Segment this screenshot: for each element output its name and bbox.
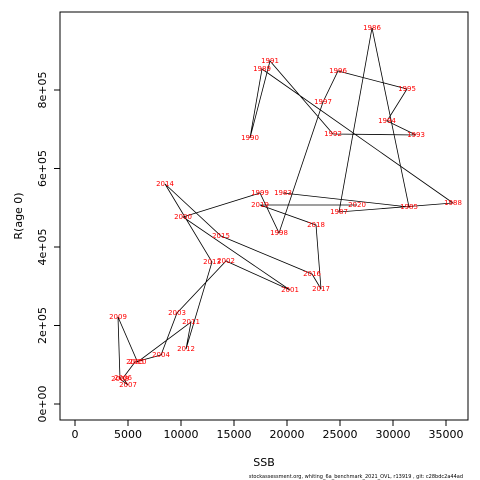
year-label: 1996 (329, 67, 347, 75)
year-label: 2005 (126, 358, 144, 366)
x-tick-label: 30000 (376, 428, 411, 441)
year-label: 1987 (330, 208, 348, 216)
year-label: 2002 (217, 257, 235, 265)
year-label: 1985 (400, 203, 418, 211)
year-label: 2012 (177, 345, 195, 353)
y-tick-label: 4e+05 (36, 229, 49, 266)
year-label: 2016 (303, 270, 321, 278)
year-label: 1995 (398, 85, 416, 93)
x-tick-label: 10000 (164, 428, 199, 441)
year-label: 2001 (281, 286, 299, 294)
x-tick-label: 0 (71, 428, 78, 441)
year-label: 2004 (152, 351, 170, 359)
footer: stockassessment.org, whiting_6a_benchmar… (249, 474, 463, 480)
x-tick-label: 20000 (270, 428, 305, 441)
year-label: 1993 (407, 131, 425, 139)
year-label: 2019 (251, 201, 269, 209)
year-label: 1998 (270, 229, 288, 237)
x-tick-label: 35000 (429, 428, 464, 441)
x-axis-label: SSB (253, 456, 275, 469)
year-label: 2011 (182, 318, 200, 326)
year-label: 2006 (114, 374, 132, 382)
year-label: 2013 (203, 258, 221, 266)
year-label: 1990 (241, 134, 259, 142)
x-tick-label: 15000 (217, 428, 252, 441)
trajectory (117, 27, 455, 386)
year-label: 1986 (363, 24, 381, 32)
year-label: 1988 (444, 199, 462, 207)
year-label: 2009 (109, 313, 127, 321)
year-label: 1997 (314, 98, 332, 106)
y-tick-label: 6e+05 (36, 150, 49, 187)
year-label: 1992 (324, 130, 342, 138)
x-tick-label: 5000 (114, 428, 142, 441)
year-label: 1983 (274, 189, 292, 197)
year-label: 1994 (378, 117, 396, 125)
plot-frame (59, 11, 469, 421)
y-tick-label: 2e+05 (36, 307, 49, 344)
year-label: 2000 (174, 213, 192, 221)
year-label: 2017 (312, 285, 330, 293)
year-label: 1989 (253, 65, 271, 73)
y-tick-label: 0e+00 (36, 386, 49, 423)
year-label: 2007 (119, 381, 137, 389)
x-tick-label: 25000 (323, 428, 358, 441)
year-label: 2020 (348, 201, 366, 209)
year-label: 2015 (212, 232, 230, 240)
year-label: 2003 (168, 309, 186, 317)
year-label: 2018 (307, 221, 325, 229)
year-label: 1999 (251, 189, 269, 197)
year-label: 2008 (111, 375, 129, 383)
y-axis-label: R(age 0) (12, 192, 25, 239)
year-label: 1991 (261, 57, 279, 65)
y-tick-label: 8e+05 (36, 71, 49, 108)
year-label: 2014 (156, 180, 174, 188)
year-label: 2010 (129, 358, 147, 366)
